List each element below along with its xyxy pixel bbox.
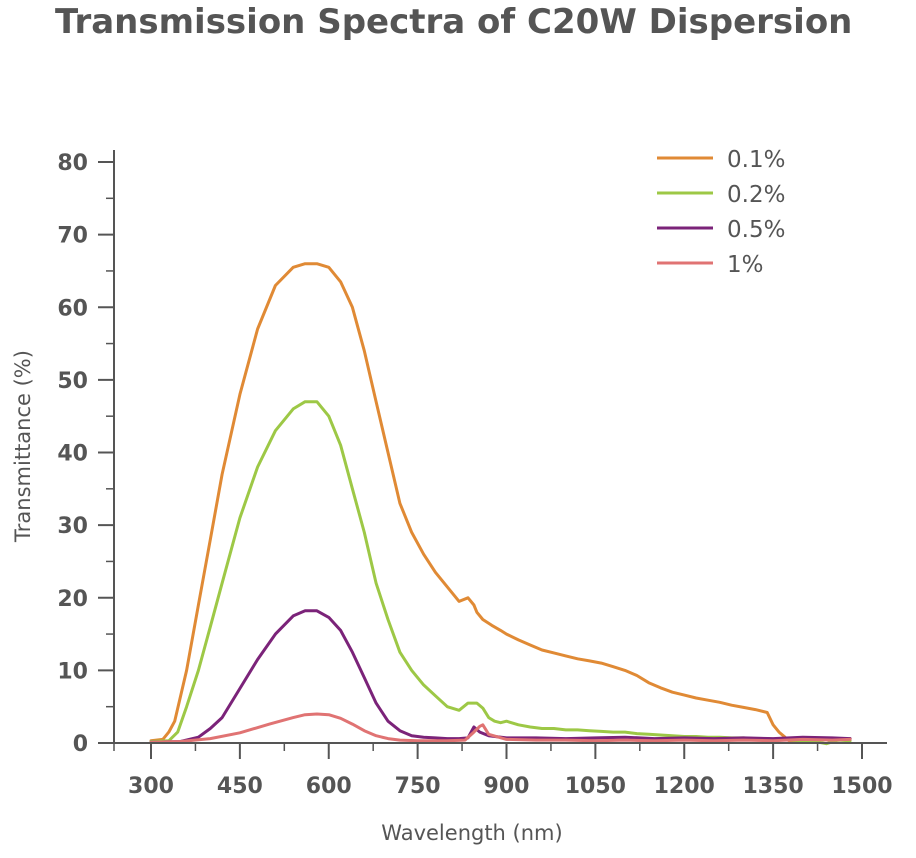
legend-label: 1% [727,252,764,278]
y-tick-label: 0 [73,732,88,757]
plot-lines [149,262,852,746]
x-tick-label: 1050 [565,774,626,799]
x-tick-label: 600 [306,774,352,799]
y-tick-label: 10 [57,659,88,684]
axes: 0 10 20 30 40 50 60 70 80 300 450 600 750 900 1050 1200… [57,150,893,799]
chart-title: Transmission Spectra of C20W Dispersion [55,2,853,42]
y-tick-label: 30 [57,514,88,539]
x-tick-label: 1200 [654,774,715,799]
legend-label: 0.5% [727,217,785,243]
x-tick-label: 1350 [743,774,804,799]
y-axis-title: Transmittance (%) [11,350,35,543]
legend: 0.1% 0.2% 0.5% 1% [657,147,785,278]
legend-label: 0.1% [727,147,785,173]
y-tick-label: 80 [57,151,88,176]
x-tick-label: 1500 [831,774,892,799]
y-tick-label: 40 [57,442,88,467]
y-tick-label: 70 [57,224,88,249]
series-line-0-2- [149,400,852,746]
x-axis-title: Wavelength (nm) [381,821,562,845]
y-tick-label: 60 [57,296,88,321]
x-tick-label: 900 [484,774,530,799]
x-tick-label: 300 [128,774,174,799]
y-tick-label: 20 [57,587,88,612]
series-line-0-5- [149,609,852,744]
y-tick-label: 50 [57,369,88,394]
x-tick-label: 750 [395,774,441,799]
legend-label: 0.2% [727,182,785,208]
x-tick-label: 450 [217,774,263,799]
series-line-1- [149,712,852,744]
series-line-0-1- [149,262,852,743]
